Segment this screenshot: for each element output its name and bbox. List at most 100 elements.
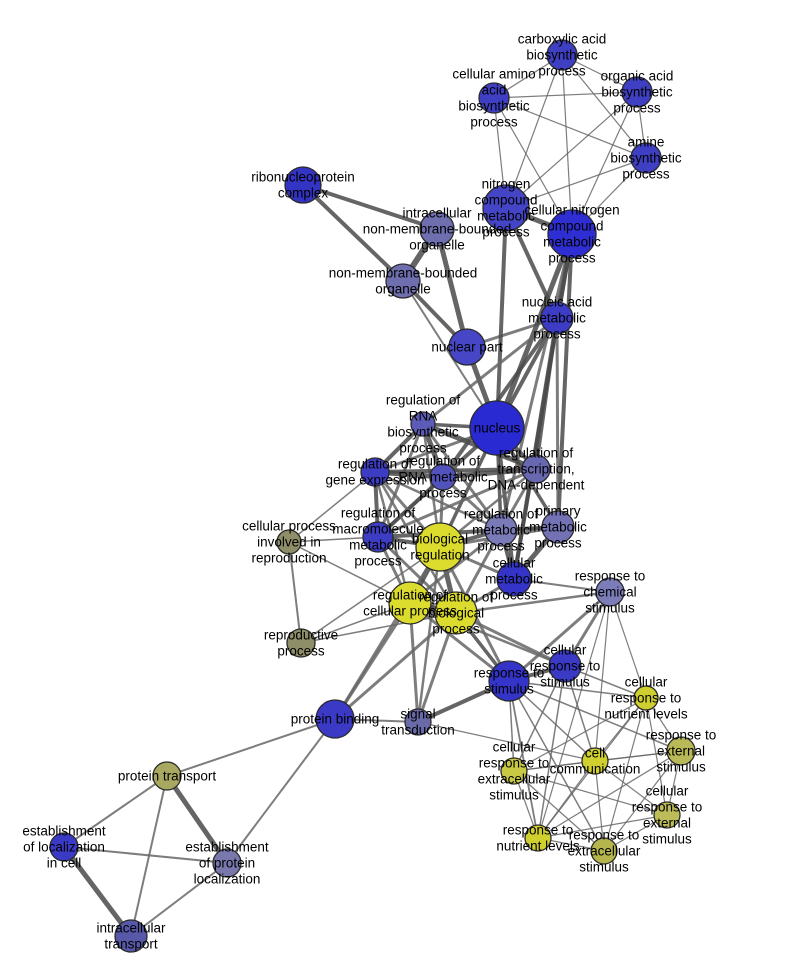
graph-node-cellular-process-involved-in-reproduction[interactable] (276, 529, 302, 555)
graph-edge[interactable] (376, 423, 425, 538)
graph-node-non-membrane-bounded-organelle[interactable] (385, 263, 421, 299)
graph-node-cellular-metabolic-process[interactable] (496, 561, 532, 597)
graph-edge[interactable] (603, 697, 647, 852)
graph-node-establishment-of-protein-localization[interactable] (212, 848, 242, 878)
graph-node-regulation-of-transcription-dna-dependent[interactable] (521, 454, 551, 484)
graph-node-response-to-stimulus[interactable] (488, 660, 530, 702)
graph-edge[interactable] (594, 760, 668, 816)
graph-edge[interactable] (493, 91, 638, 99)
graph-edge[interactable] (513, 665, 566, 772)
graph-edge[interactable] (441, 316, 559, 479)
graph-edge[interactable] (494, 233, 575, 429)
graph-edge[interactable] (505, 91, 638, 209)
graph-edge[interactable] (166, 718, 336, 777)
graph-edge[interactable] (513, 770, 605, 852)
graph-edge[interactable] (537, 750, 682, 839)
graph-edge[interactable] (377, 467, 537, 539)
graph-edge[interactable] (594, 760, 605, 852)
graph-node-regulation-of-gene-expression[interactable] (360, 457, 390, 487)
graph-edge[interactable] (561, 54, 647, 159)
graph-node-regulation-of-cellular-process[interactable] (388, 581, 432, 625)
graph-node-amine-biosynthetic-process[interactable] (630, 142, 662, 174)
graph-edge[interactable] (508, 590, 611, 683)
graph-edge[interactable] (226, 718, 336, 864)
graph-node-nucleus[interactable] (469, 400, 525, 456)
graph-node-response-to-nutrient-levels[interactable] (524, 824, 552, 852)
graph-node-regulation-of-rna-metabolic-process[interactable] (429, 463, 457, 491)
graph-edge[interactable] (288, 541, 411, 604)
graph-edge[interactable] (508, 680, 539, 839)
graph-edge[interactable] (594, 591, 611, 762)
graph-node-signal-transduction[interactable] (404, 708, 432, 736)
graph-edge[interactable] (288, 541, 302, 644)
graph-edge[interactable] (455, 590, 611, 615)
graph-edge[interactable] (130, 862, 228, 937)
graph-edge[interactable] (505, 54, 563, 209)
graph-node-nitrogen-compound-metabolic-process[interactable] (482, 184, 530, 232)
graph-node-establishment-of-localization-in-cell[interactable] (49, 832, 79, 862)
graph-edge[interactable] (62, 845, 133, 938)
graph-edge[interactable] (505, 157, 647, 209)
graph-node-reproductive-process[interactable] (286, 628, 316, 658)
graph-edge[interactable] (300, 612, 457, 644)
graph-edge[interactable] (571, 91, 638, 235)
graph-edge[interactable] (561, 54, 573, 235)
graph-node-primary-metabolic-process[interactable] (541, 510, 575, 544)
graph-edge[interactable] (508, 680, 647, 699)
graph-node-organic-acid-biosynthetic-process[interactable] (621, 76, 653, 108)
graph-node-regulation-of-macromolecule-metabolic-process[interactable] (362, 521, 394, 553)
graph-node-protein-binding[interactable] (315, 699, 355, 739)
graph-edge[interactable] (493, 97, 647, 159)
graph-node-regulation-of-rna-biosynthetic-process[interactable] (410, 411, 436, 437)
graph-node-regulation-of-metabolic-process[interactable] (484, 513, 518, 547)
graph-edge[interactable] (333, 602, 412, 720)
graph-edge[interactable] (417, 721, 596, 762)
graph-node-ribonucleoprotein-complex[interactable] (284, 166, 322, 204)
graph-node-cell-communication[interactable] (581, 747, 609, 775)
graph-edge[interactable] (645, 697, 668, 816)
graph-node-response-to-chemical-stimulus[interactable] (595, 577, 625, 607)
graph-edge[interactable] (422, 316, 558, 426)
graph-edge[interactable] (556, 233, 574, 528)
graph-edge[interactable] (513, 770, 668, 816)
graph-edge[interactable] (609, 591, 647, 699)
graph-node-regulation-of-biological-process[interactable] (434, 591, 478, 635)
graph-node-nuclear-part[interactable] (448, 328, 486, 366)
graph-edge[interactable] (537, 591, 611, 839)
graph-edge[interactable] (164, 774, 230, 865)
graph-edge[interactable] (603, 750, 682, 852)
graph-edge[interactable] (499, 233, 574, 531)
graph-node-nucleic-acid-metabolic-process[interactable] (540, 301, 574, 335)
graph-node-cellular-response-to-stimulus[interactable] (548, 649, 582, 683)
graph-edge[interactable] (288, 471, 376, 543)
graph-edge[interactable] (512, 317, 559, 580)
graph-node-biological-regulation[interactable] (415, 522, 465, 572)
graph-node-cellular-amino-acid-biosynthetic-process[interactable] (478, 82, 510, 114)
graph-edge[interactable] (493, 97, 573, 235)
graph-edge[interactable] (374, 470, 502, 532)
graph-node-response-to-external-stimulus[interactable] (666, 736, 696, 766)
graph-edge[interactable] (537, 814, 668, 839)
graph-edge[interactable] (334, 611, 457, 721)
graph-edge[interactable] (555, 317, 560, 528)
graph-edge[interactable] (416, 546, 442, 723)
graph-node-response-to-extracellular-stimulus[interactable] (590, 837, 618, 865)
graph-node-intracellular-transport[interactable] (114, 919, 148, 953)
graph-edge[interactable] (302, 183, 438, 231)
graph-node-cellular-response-to-nutrient-levels[interactable] (633, 685, 659, 711)
graph-edge[interactable] (300, 546, 441, 644)
graph-edge[interactable] (63, 775, 168, 848)
graph-edge[interactable] (301, 183, 405, 283)
graph-node-cellular-response-to-extracellular-stimulus[interactable] (500, 757, 528, 785)
graph-edge[interactable] (434, 228, 470, 348)
graph-node-protein-transport[interactable] (152, 761, 182, 791)
graph-edge[interactable] (513, 697, 647, 772)
graph-edge[interactable] (537, 760, 596, 839)
graph-node-carboxylic-acid-biosynthetic-process[interactable] (546, 39, 578, 71)
graph-edge[interactable] (495, 207, 508, 429)
graph-edge[interactable] (508, 680, 682, 752)
graph-node-cellular-nitrogen-compound-metabolic-process[interactable] (547, 209, 597, 259)
graph-node-cellular-response-to-external-stimulus[interactable] (653, 801, 681, 829)
graph-edge[interactable] (63, 846, 228, 864)
